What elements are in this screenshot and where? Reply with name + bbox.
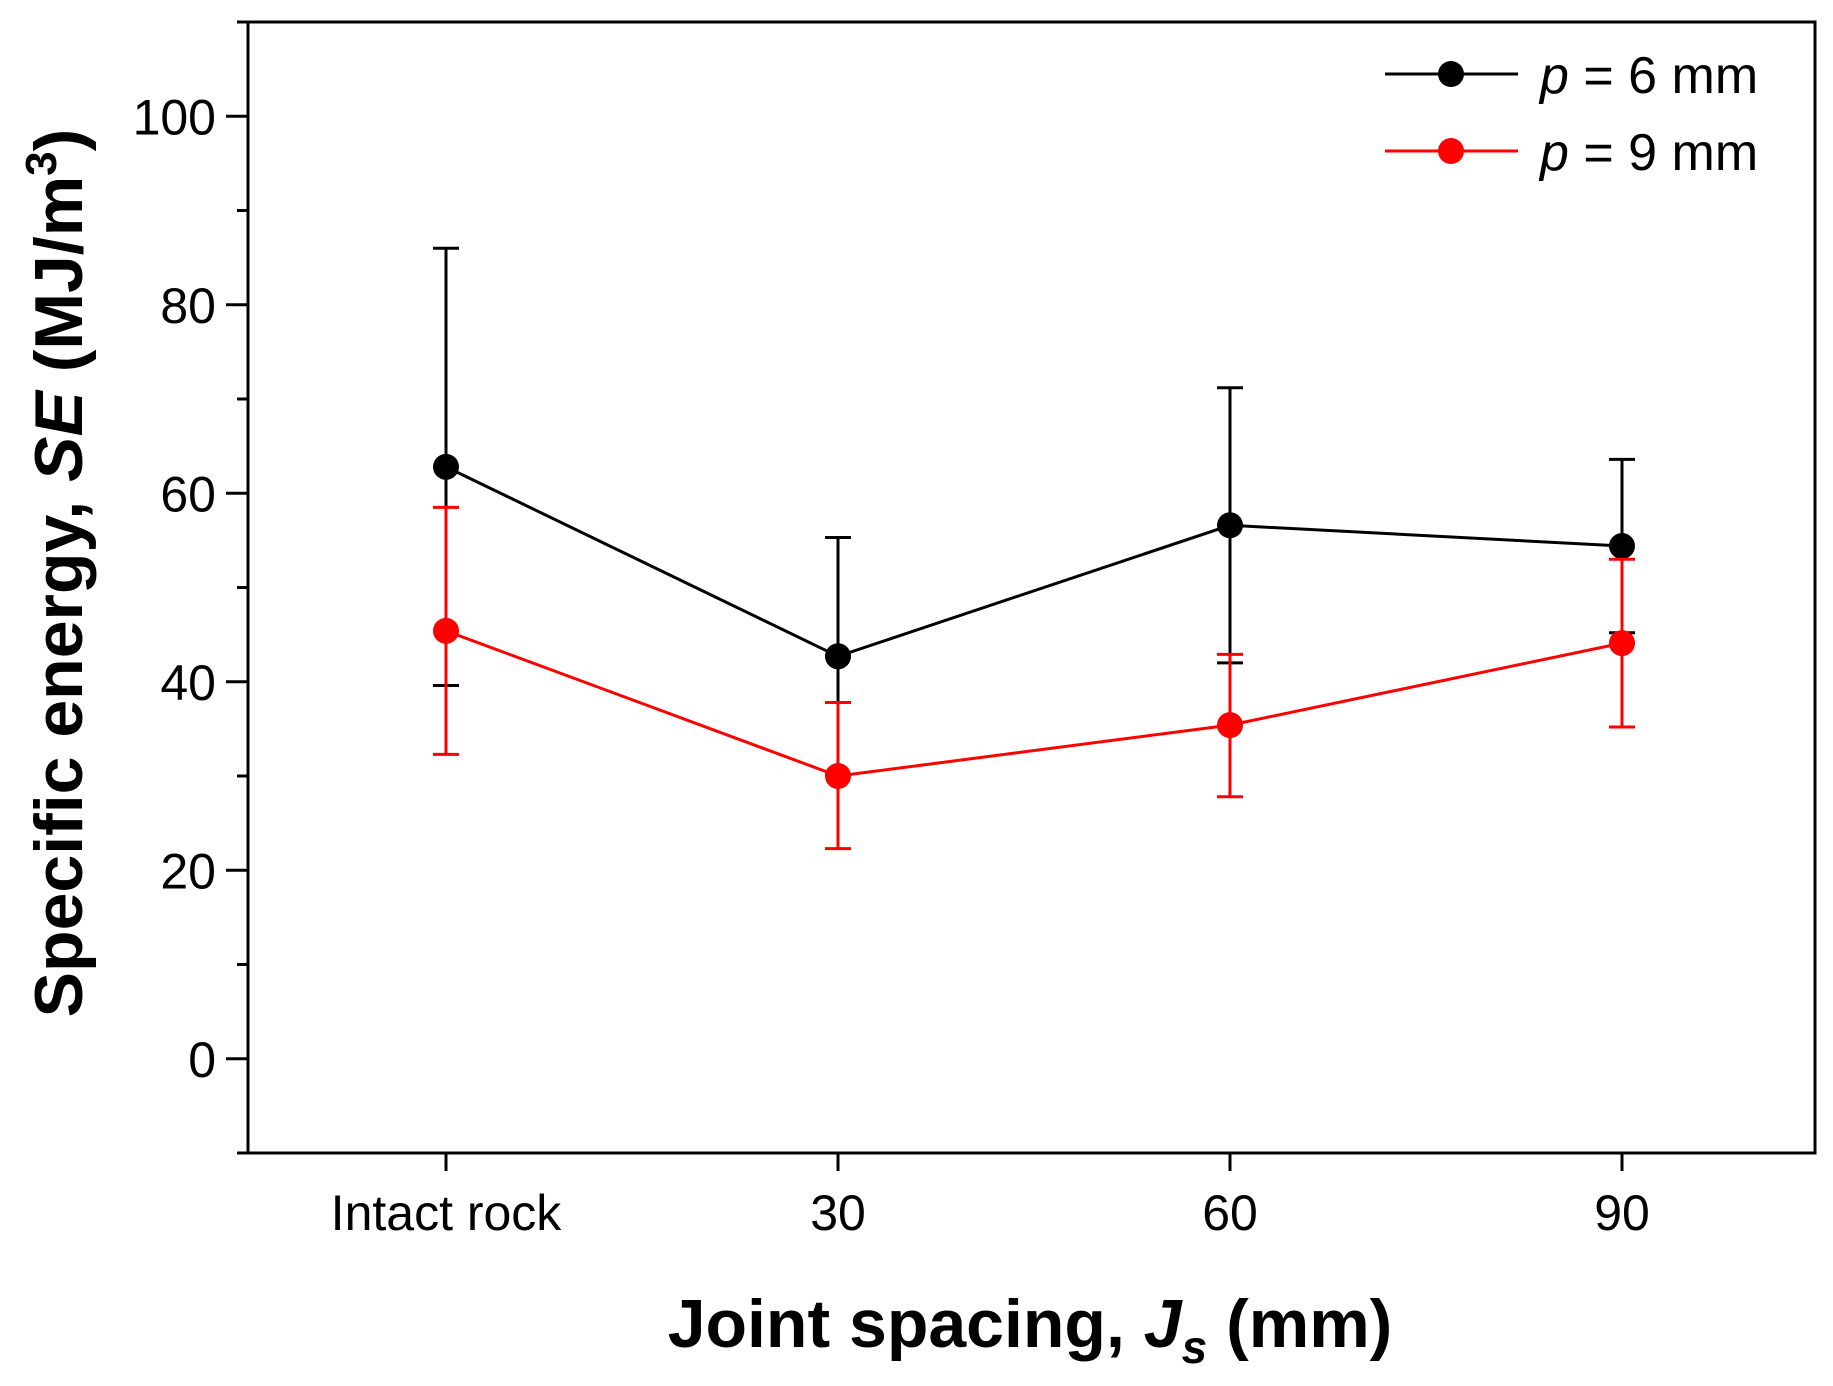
y-axis-title-unit-close: ) <box>21 129 97 152</box>
series-p6 <box>433 246 1635 777</box>
y-tick-label: 100 <box>133 89 216 145</box>
legend-entry-p9: p = 9 mm <box>1385 124 1758 182</box>
x-tick-label: 30 <box>810 1185 866 1241</box>
y-axis-ticks: 0 20 40 60 80 100 <box>133 20 248 1155</box>
y-tick-label: 0 <box>188 1032 216 1088</box>
x-axis-title-main: Joint spacing, <box>668 1286 1144 1362</box>
y-tick-label: 20 <box>160 843 216 899</box>
x-axis-title-subscript: s <box>1182 1321 1208 1373</box>
y-axis-title-unit-superscript: 3 <box>17 151 66 175</box>
y-tick-label: 40 <box>160 655 216 711</box>
legend-label-p9: p = 9 mm <box>1538 124 1758 182</box>
legend-label-p9-symbol: p <box>1538 124 1569 182</box>
y-axis-title-unit-open: (MJ/m <box>21 176 97 391</box>
legend-marker-p9 <box>1438 138 1464 164</box>
y-tick-label: 60 <box>160 466 216 522</box>
data-point <box>1217 512 1243 539</box>
legend-marker-p6 <box>1438 61 1464 87</box>
y-tick-label: 80 <box>160 278 216 334</box>
x-axis-title-unit: (mm) <box>1207 1286 1392 1362</box>
x-tick-label: 60 <box>1202 1185 1258 1241</box>
series-line <box>445 629 1623 778</box>
data-point <box>825 763 851 789</box>
data-point <box>825 643 851 670</box>
series-p9 <box>433 505 1635 851</box>
legend-label-p6-rest: = 6 mm <box>1569 47 1758 105</box>
data-point <box>1609 630 1635 657</box>
y-axis-title-symbol: SE <box>21 389 97 482</box>
data-point <box>1609 533 1635 560</box>
y-axis-title: Specific energy, SE (MJ/m3) <box>17 129 97 1018</box>
x-axis-title: Joint spacing, Js (mm) <box>668 1286 1393 1373</box>
legend-entry-p6: p = 6 mm <box>1385 47 1758 105</box>
data-point <box>433 453 459 480</box>
series-line <box>445 465 1623 658</box>
plot-frame <box>246 20 1817 1155</box>
x-axis-ticks: Intact rock 30 60 90 <box>331 1153 1650 1241</box>
data-point <box>433 617 459 644</box>
y-axis-title-main: Specific energy, <box>21 482 97 1017</box>
x-axis-title-symbol: J <box>1144 1286 1183 1362</box>
series-layer <box>433 246 1635 851</box>
legend-label-p6-symbol: p <box>1538 47 1569 105</box>
x-tick-label: Intact rock <box>331 1185 563 1241</box>
data-point <box>1217 712 1243 739</box>
legend: p = 6 mm p = 9 mm <box>1385 47 1758 182</box>
legend-label-p6: p = 6 mm <box>1538 47 1758 105</box>
x-tick-label: 90 <box>1594 1185 1650 1241</box>
legend-label-p9-rest: = 9 mm <box>1569 124 1758 182</box>
